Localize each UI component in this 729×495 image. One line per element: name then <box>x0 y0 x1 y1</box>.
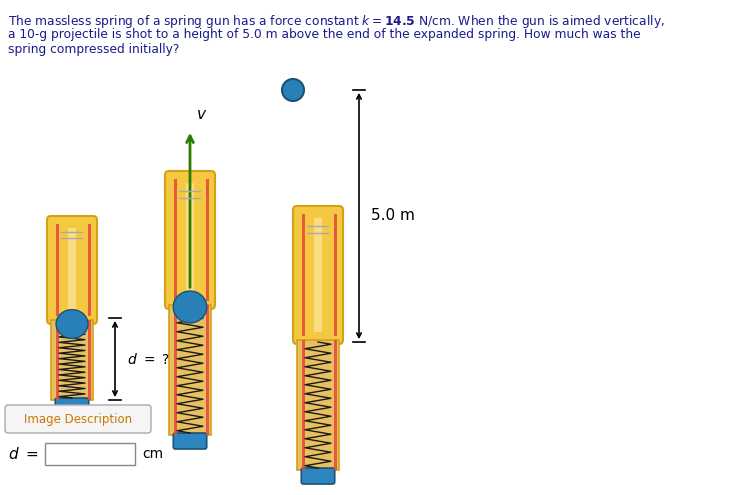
Bar <box>302 340 305 470</box>
Text: spring compressed initially?: spring compressed initially? <box>8 43 179 56</box>
Text: cm: cm <box>142 447 163 461</box>
Bar <box>88 224 91 316</box>
Bar <box>174 305 177 435</box>
Bar <box>169 305 211 435</box>
FancyBboxPatch shape <box>165 171 215 309</box>
Bar <box>206 179 209 301</box>
Bar <box>56 224 59 316</box>
Text: Image Description: Image Description <box>24 412 132 426</box>
Bar <box>88 320 91 400</box>
Bar <box>206 305 209 435</box>
Ellipse shape <box>174 291 207 323</box>
Text: $d\ =\ ?$: $d\ =\ ?$ <box>127 351 170 366</box>
Bar <box>51 320 93 400</box>
FancyBboxPatch shape <box>55 398 89 414</box>
FancyBboxPatch shape <box>5 405 151 433</box>
Text: a 10-g projectile is shot to a height of 5.0 m above the end of the expanded spr: a 10-g projectile is shot to a height of… <box>8 28 641 41</box>
Bar <box>297 340 339 470</box>
Text: $d\ =$: $d\ =$ <box>8 446 39 462</box>
FancyBboxPatch shape <box>174 433 207 449</box>
Ellipse shape <box>282 79 304 101</box>
Text: $v$: $v$ <box>196 107 207 122</box>
Bar <box>186 183 194 297</box>
Bar <box>69 228 76 312</box>
Ellipse shape <box>56 310 88 339</box>
Bar <box>174 179 177 301</box>
FancyBboxPatch shape <box>45 443 135 465</box>
Bar <box>334 340 337 470</box>
FancyBboxPatch shape <box>47 216 97 324</box>
Text: 5.0 m: 5.0 m <box>371 208 415 224</box>
FancyBboxPatch shape <box>293 206 343 344</box>
FancyBboxPatch shape <box>301 468 335 484</box>
Bar <box>302 214 305 336</box>
Bar <box>334 214 337 336</box>
Bar <box>56 320 59 400</box>
Text: The massless spring of a spring gun has a force constant $k = \mathbf{14.5}$ N/c: The massless spring of a spring gun has … <box>8 13 665 30</box>
Bar <box>314 218 321 332</box>
